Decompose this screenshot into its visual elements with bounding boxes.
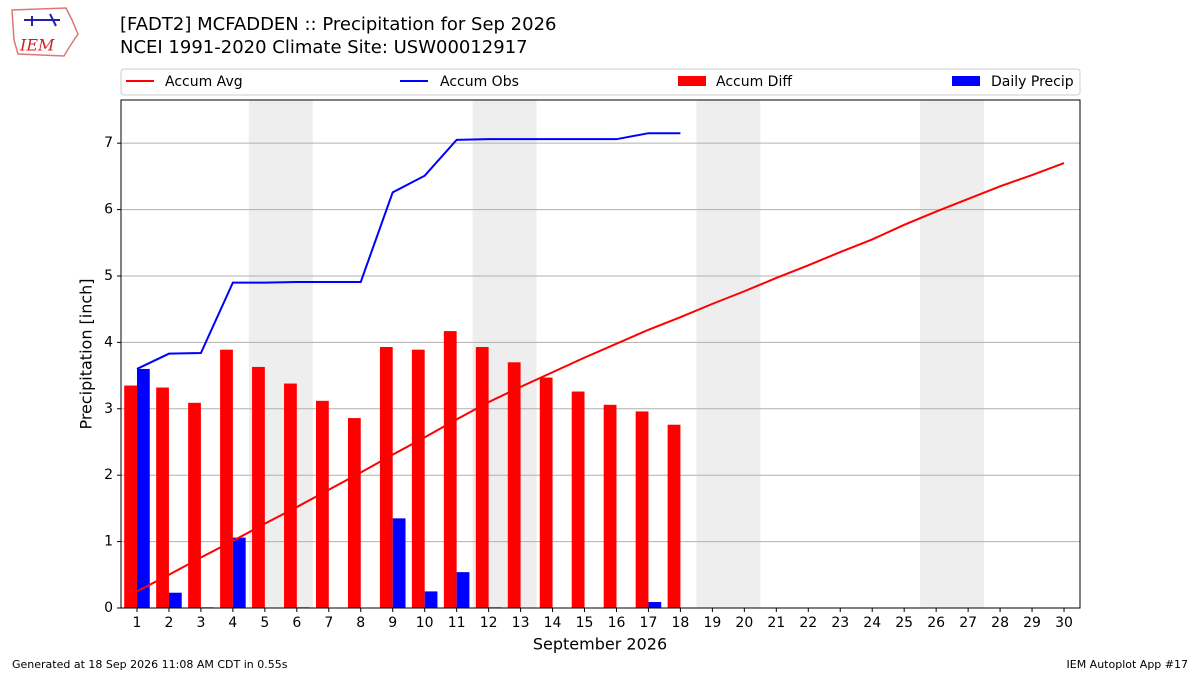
x-tick-label: 5 <box>260 615 269 631</box>
bar <box>635 411 649 608</box>
bar <box>539 377 553 608</box>
legend-label: Accum Avg <box>165 74 243 90</box>
x-tick-label: 23 <box>831 615 849 631</box>
legend-label: Daily Precip <box>991 74 1074 90</box>
x-tick-label: 18 <box>672 615 690 631</box>
bar <box>252 366 265 608</box>
x-tick-label: 14 <box>544 615 562 631</box>
bar <box>379 347 393 608</box>
weekend-shade <box>696 100 761 608</box>
x-tick-label: 15 <box>576 615 594 631</box>
x-tick-label: 6 <box>292 615 301 631</box>
bar <box>507 362 521 608</box>
bar <box>411 349 425 608</box>
legend-label: Accum Diff <box>716 74 792 90</box>
x-tick-label: 16 <box>608 615 626 631</box>
bar <box>124 385 137 608</box>
footer-left: Generated at 18 Sep 2026 11:08 AM CDT in… <box>12 658 288 671</box>
y-tick-label: 3 <box>104 401 113 417</box>
bar <box>232 537 246 608</box>
x-tick-label: 13 <box>512 615 530 631</box>
bar <box>456 572 470 608</box>
x-tick-label: 1 <box>133 615 142 631</box>
bar <box>392 518 406 608</box>
y-tick-label: 1 <box>104 534 113 550</box>
bar <box>571 391 585 608</box>
x-tick-label: 10 <box>416 615 434 631</box>
bar <box>443 331 457 608</box>
x-tick-label: 26 <box>927 615 945 631</box>
line <box>136 132 681 370</box>
logo: IEM <box>11 7 79 57</box>
logo-icon <box>24 13 60 27</box>
x-tick-label: 29 <box>1023 615 1041 631</box>
chart-subtitle: NCEI 1991-2020 Climate Site: USW00012917 <box>120 37 528 58</box>
logo-text: IEM <box>19 36 55 55</box>
plot-frame <box>120 99 1081 609</box>
y-axis-label: Precipitation [inch] <box>77 278 96 429</box>
chart-title: [FADT2] MCFADDEN :: Precipitation for Se… <box>120 14 557 35</box>
bar <box>168 592 182 608</box>
bar <box>648 602 662 608</box>
x-tick-label: 25 <box>895 615 913 631</box>
bar <box>347 418 361 608</box>
weekend-shade <box>920 100 985 608</box>
bar <box>136 368 150 608</box>
x-tick-label: 17 <box>640 615 658 631</box>
bar <box>156 387 169 608</box>
y-tick-label: 0 <box>104 600 113 616</box>
bar <box>188 402 201 608</box>
x-tick-label: 22 <box>799 615 817 631</box>
bar <box>315 400 329 608</box>
legend-swatch <box>678 76 706 86</box>
x-tick-label: 12 <box>480 615 498 631</box>
bar <box>220 349 233 608</box>
x-tick-label: 21 <box>767 615 785 631</box>
x-tick-label: 28 <box>991 615 1009 631</box>
footer-right: IEM Autoplot App #17 <box>1067 658 1189 671</box>
x-tick-label: 2 <box>164 615 173 631</box>
legend-label: Accum Obs <box>440 74 519 90</box>
x-tick-label: 7 <box>324 615 333 631</box>
x-tick-label: 4 <box>228 615 237 631</box>
x-tick-label: 19 <box>703 615 721 631</box>
bar <box>284 383 297 608</box>
y-tick-label: 5 <box>104 268 113 284</box>
y-tick-label: 6 <box>104 202 113 218</box>
x-axis-label: September 2026 <box>533 635 667 654</box>
x-tick-label: 20 <box>735 615 753 631</box>
x-tick-label: 11 <box>448 615 466 631</box>
y-tick-label: 7 <box>104 135 113 151</box>
x-tick-label: 8 <box>356 615 365 631</box>
x-tick-label: 9 <box>388 615 397 631</box>
x-tick-label: 30 <box>1055 615 1073 631</box>
bar <box>424 591 438 608</box>
line <box>136 162 1065 593</box>
legend-box <box>120 68 1081 96</box>
y-tick-label: 2 <box>104 467 113 483</box>
x-tick-label: 27 <box>959 615 977 631</box>
x-tick-label: 3 <box>196 615 205 631</box>
bar <box>475 347 489 608</box>
legend-swatch <box>952 76 980 86</box>
x-tick-label: 24 <box>863 615 881 631</box>
bar <box>603 404 617 608</box>
bar <box>667 424 681 608</box>
y-tick-label: 4 <box>104 334 113 350</box>
